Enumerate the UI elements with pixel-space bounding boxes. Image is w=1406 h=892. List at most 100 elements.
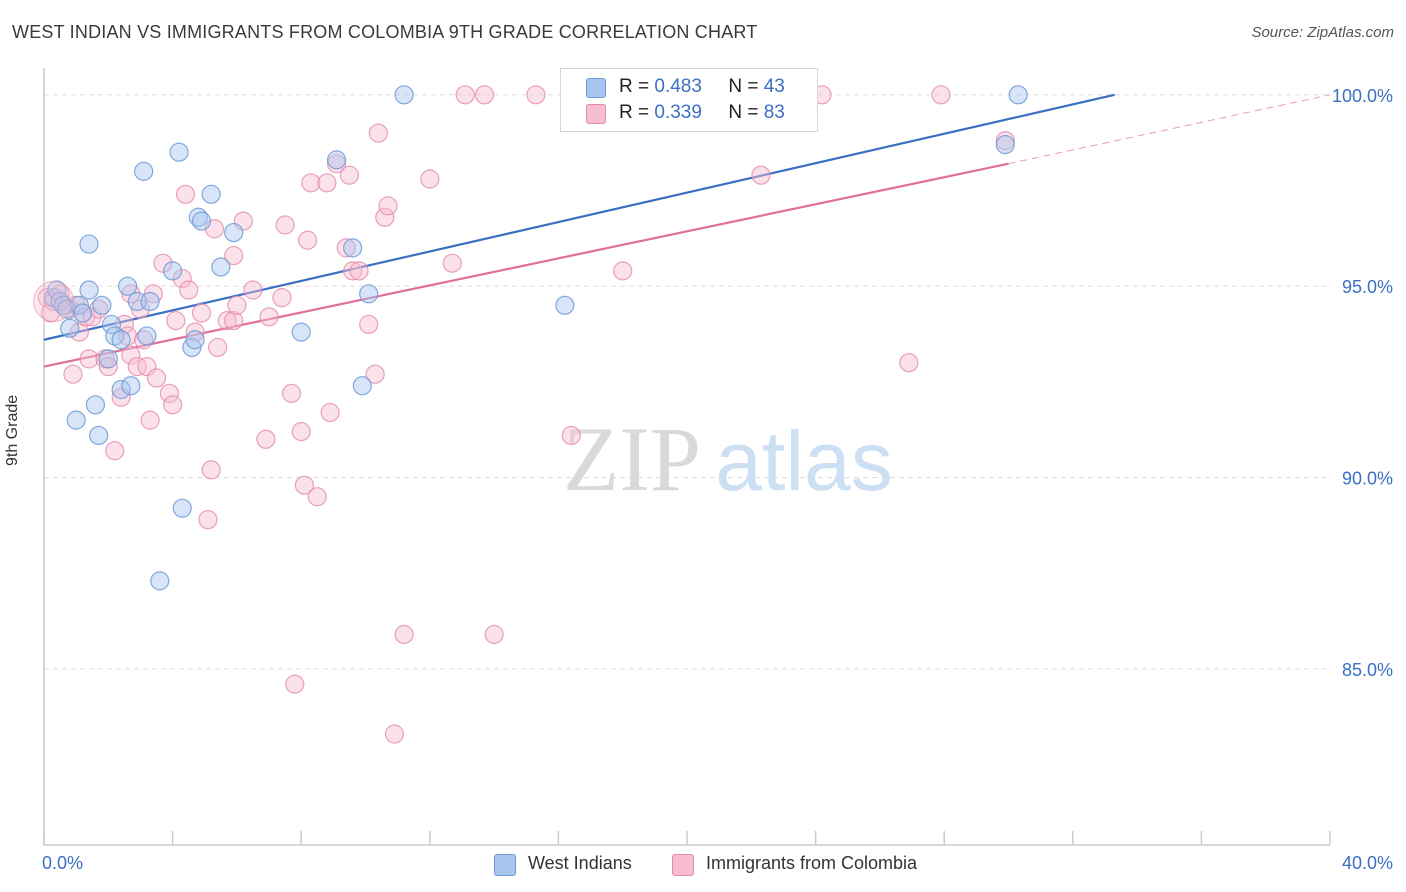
point-colombia [259,307,279,327]
point-west-indians [101,314,122,335]
point-west-indians [326,150,347,170]
point-colombia [191,303,212,323]
point-west-indians [201,184,221,204]
point-west-indians [134,161,154,181]
point-colombia [931,85,951,105]
point-west-indians [56,299,77,319]
point-colombia [79,349,99,369]
point-colombia [172,268,192,289]
point-colombia [455,85,475,105]
trend-line-west-indians [43,93,1115,341]
point-colombia [217,311,237,331]
point-colombia [201,460,221,480]
y-tick-label: 90.0% [1342,469,1393,489]
point-colombia [166,311,186,331]
trend-line-colombia [43,162,1009,368]
point-west-indians [352,376,372,396]
point-colombia [227,295,247,315]
point-colombia [275,215,295,235]
point-colombia [365,364,385,384]
point-west-indians [172,498,192,518]
legend-r-value: 0.339 [654,102,702,123]
point-colombia [751,165,771,185]
point-west-indians [92,295,112,315]
point-colombia [378,196,398,216]
x-tick-label-max: 40.0% [1342,853,1393,873]
trend-lines [43,93,1331,368]
point-colombia [105,441,125,461]
point-west-indians [111,379,131,400]
legend-r-label: R = [619,76,655,97]
point-colombia [146,368,167,388]
point-colombia [256,429,276,449]
point-west-indians [89,425,109,446]
series-swatch-blue [494,854,516,876]
series-swatch-pink [672,854,694,876]
point-colombia [343,261,363,281]
y-tick-label: 95.0% [1342,277,1393,297]
point-colombia [613,261,633,281]
legend-swatch-blue [586,78,606,98]
legend-r-value: 0.483 [654,76,702,97]
point-west-indians [995,134,1015,155]
watermark-zip: ZIP [563,408,701,510]
point-colombia [368,123,388,143]
point-west-indians [224,222,244,243]
point-colombia [474,85,495,105]
point-west-indians [79,280,99,300]
gridlines [44,94,1330,670]
point-colombia [294,475,315,495]
legend-n-value: 43 [763,76,785,97]
point-colombia [384,724,405,744]
point-colombia [163,395,183,415]
legend-n-label: N = [728,102,764,123]
point-west-indians [72,303,93,323]
point-west-indians [359,284,379,304]
point-colombia [281,383,302,403]
point-colombia [127,356,147,377]
point-west-indians [191,211,212,231]
series-legend: West Indians Immigrants from Colombia [0,852,1406,876]
point-colombia [307,487,327,507]
y-tick-label: 100.0% [1332,86,1393,106]
point-colombia [243,280,263,300]
point-west-indians [555,295,575,315]
point-west-indians [79,234,99,254]
point-cluster-origin [33,280,75,322]
point-colombia [153,253,173,273]
point-colombia [121,345,141,365]
point-colombia [224,245,244,266]
point-west-indians [291,322,311,342]
point-west-indians [343,238,363,258]
point-colombia [317,173,337,193]
point-colombia [336,238,356,258]
point-colombia [899,353,919,373]
point-colombia [301,173,321,193]
point-colombia [298,230,318,250]
point-colombia [208,337,228,358]
point-west-indians [121,376,141,396]
point-west-indians [98,349,118,369]
point-colombia [272,288,292,308]
point-colombia [291,422,311,442]
point-west-indians [394,85,414,105]
point-west-indians [85,395,106,415]
correlation-legend: R = 0.483 N = 43 R = 0.339 N = 83 [560,68,818,132]
point-west-indians [1008,85,1028,105]
watermark: ZIP atlas [563,408,893,510]
point-colombia [526,85,546,105]
point-colombia [561,425,581,446]
legend-n-value: 83 [763,102,785,123]
point-colombia [484,624,504,645]
trend-line-colombia-extension [1008,94,1331,165]
point-colombia [179,280,199,300]
point-west-indians [66,410,86,430]
point-west-indians [150,571,170,591]
point-colombia [198,510,218,530]
point-west-indians [117,276,138,296]
point-colombia [339,165,360,185]
point-west-indians [169,142,189,162]
point-west-indians [185,330,205,350]
point-colombia [442,253,462,273]
